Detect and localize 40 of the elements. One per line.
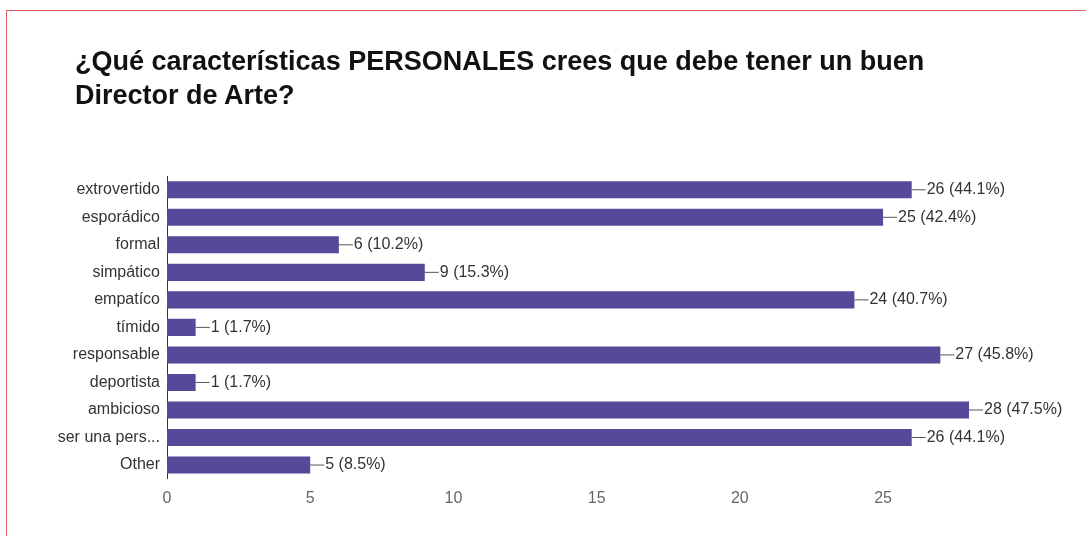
bar	[167, 456, 311, 474]
data-label: 6 (10.2%)	[353, 235, 424, 253]
y-tick-label: ambicioso	[87, 400, 161, 418]
data-label: 26 (44.1%)	[926, 427, 1005, 445]
data-label: 28 (47.5%)	[984, 400, 1063, 418]
x-tick-label: 5	[305, 488, 315, 506]
bar	[167, 208, 884, 226]
data-label: 9 (15.3%)	[439, 262, 510, 280]
data-label: 24 (40.7%)	[869, 290, 948, 308]
bar	[167, 401, 969, 419]
chart-title: ¿Qué características PERSONALES crees que debe tener un buen Director de Arte?	[75, 45, 926, 112]
data-label: 1 (1.7%)	[210, 317, 272, 335]
x-tick-label: 10	[444, 488, 463, 506]
x-tick-label: 15	[587, 488, 606, 506]
y-tick-label: tímido	[116, 317, 161, 335]
y-tick-label: deportista	[89, 372, 161, 390]
y-tick-label: ser una pers...	[57, 427, 160, 445]
y-tick-label: empatíco	[94, 290, 161, 308]
y-tick-label: Other	[119, 455, 161, 473]
y-tick-label: extrovertido	[76, 180, 161, 198]
bar	[167, 236, 339, 254]
data-label: 26 (44.1%)	[926, 180, 1005, 198]
y-tick-label: esporádico	[81, 207, 161, 225]
data-label: 1 (1.7%)	[210, 372, 272, 390]
bar	[167, 318, 196, 336]
x-tick-label: 20	[730, 488, 749, 506]
y-tick-label: formal	[115, 235, 160, 253]
bar	[167, 181, 912, 199]
data-label: 25 (42.4%)	[898, 207, 977, 225]
y-tick-label: simpático	[92, 262, 161, 280]
bar	[167, 291, 855, 309]
bar	[167, 346, 941, 364]
bar	[167, 373, 196, 391]
bar	[167, 428, 912, 447]
x-tick-label: 25	[874, 488, 893, 506]
y-tick-label: responsable	[72, 345, 161, 363]
data-label: 27 (45.8%)	[955, 345, 1034, 363]
bar	[167, 263, 425, 281]
data-label: 5 (8.5%)	[325, 455, 386, 473]
x-tick-label: 0	[162, 488, 172, 506]
